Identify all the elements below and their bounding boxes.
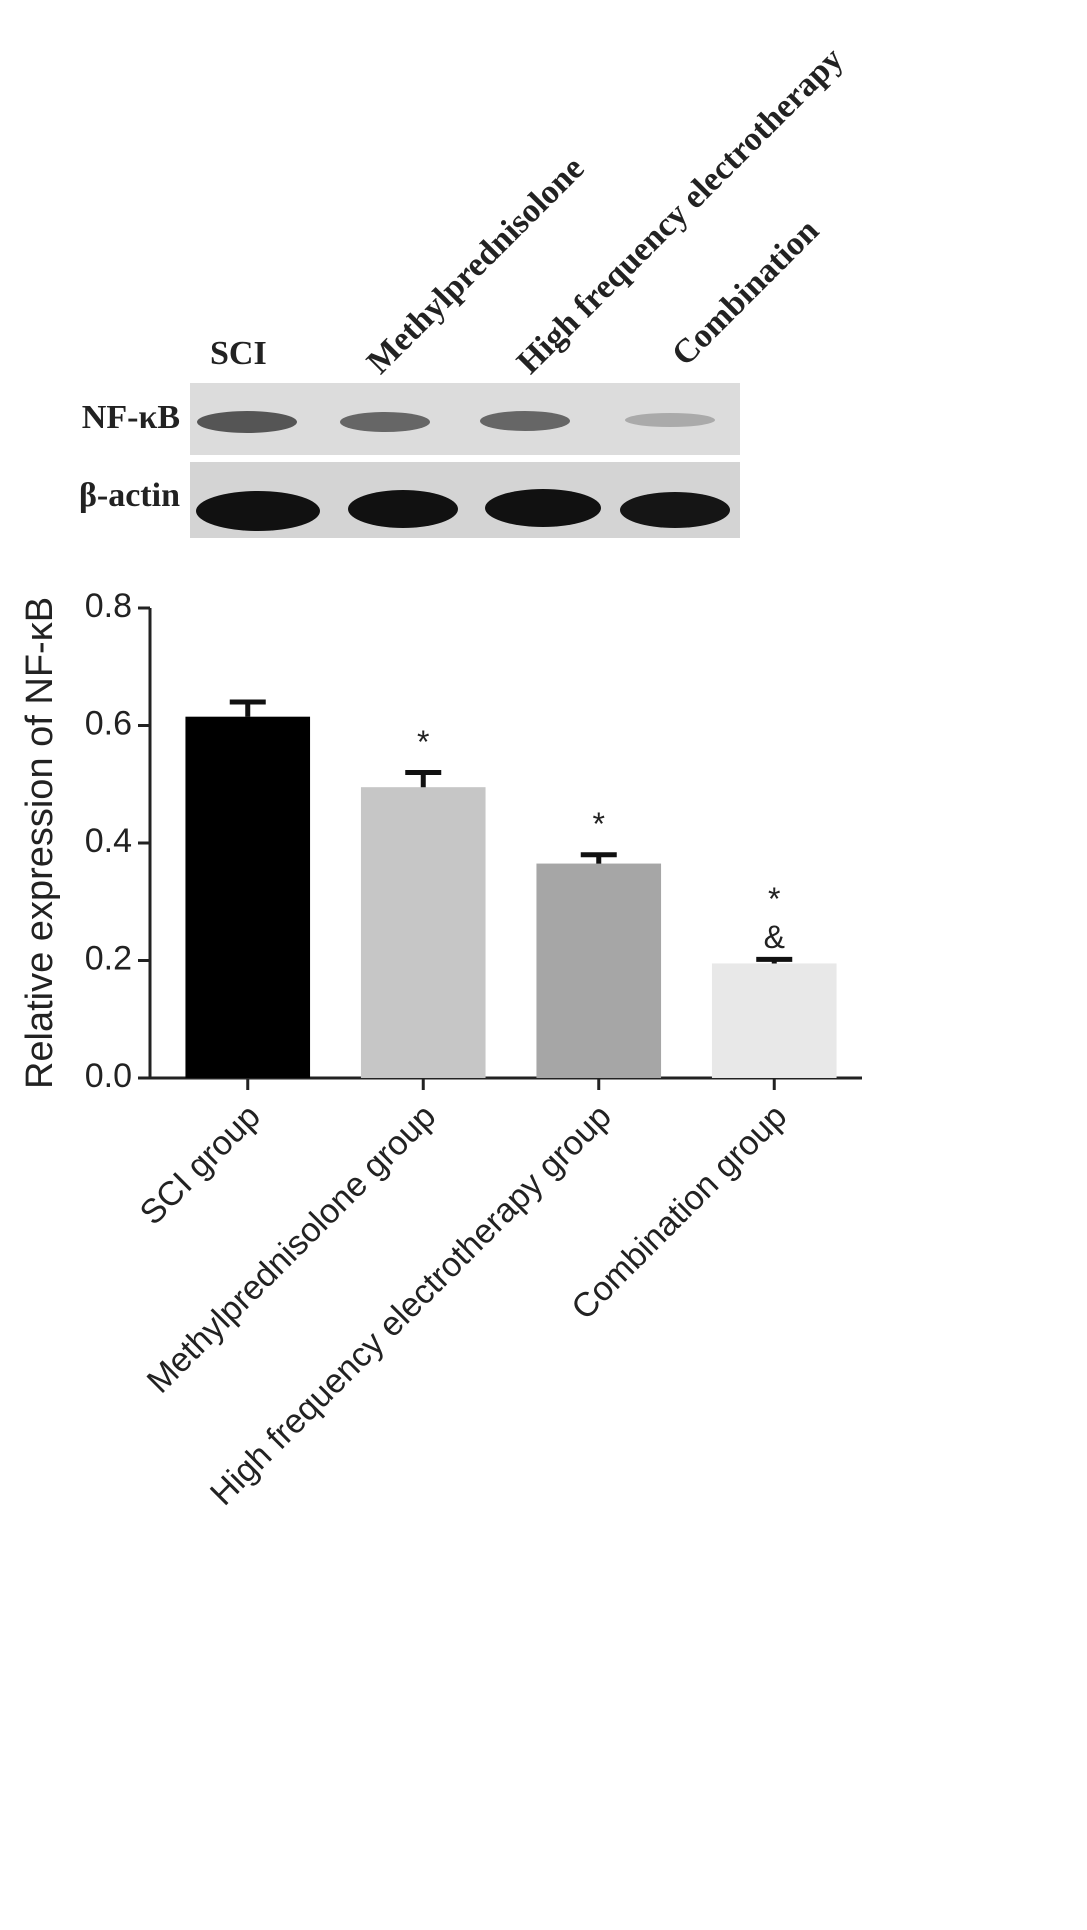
blot-band [196,491,320,531]
significance-marker: * [417,724,429,760]
blot-lane-label: High frequency electrotherapy [510,41,850,381]
error-bar [580,852,617,864]
y-tick-label: 0.4 [85,822,132,860]
error-bar [756,956,793,964]
bar [360,787,486,1078]
significance-marker: * [593,806,605,842]
y-axis-label: Relative expression of NF-κB [19,597,61,1089]
blot-band [620,492,730,528]
blot-band [480,411,570,431]
error-bar [405,770,442,788]
bar [711,963,837,1078]
blot-band [485,489,601,527]
blot-row-label: β-actin [79,477,180,514]
significance-marker: & [764,919,785,955]
western-blot: NF-κB β-actin SCI Methylprednisolone Hig… [79,41,850,538]
error-bar [229,699,266,717]
significance-marker: * [768,881,780,917]
blot-band [625,413,715,427]
y-tick-label: 0.6 [85,704,132,742]
blot-lane-label: Combination [665,212,826,373]
x-tick-label: SCI group [133,1097,268,1232]
blot-lane-label: SCI [210,335,267,372]
y-tick-label: 0.0 [85,1057,132,1095]
y-tick-label: 0.2 [85,939,132,977]
blot-band [197,411,297,433]
y-tick-label: 0.8 [85,587,132,625]
blot-band [340,412,430,432]
x-tick-label: High frequency electrotherapy group [203,1097,619,1513]
x-tick-label: Methylprednisolone group [140,1097,444,1401]
blot-row-label: NF-κB [82,399,180,436]
bar [185,716,311,1078]
bar [536,863,662,1078]
blot-band [348,490,458,528]
